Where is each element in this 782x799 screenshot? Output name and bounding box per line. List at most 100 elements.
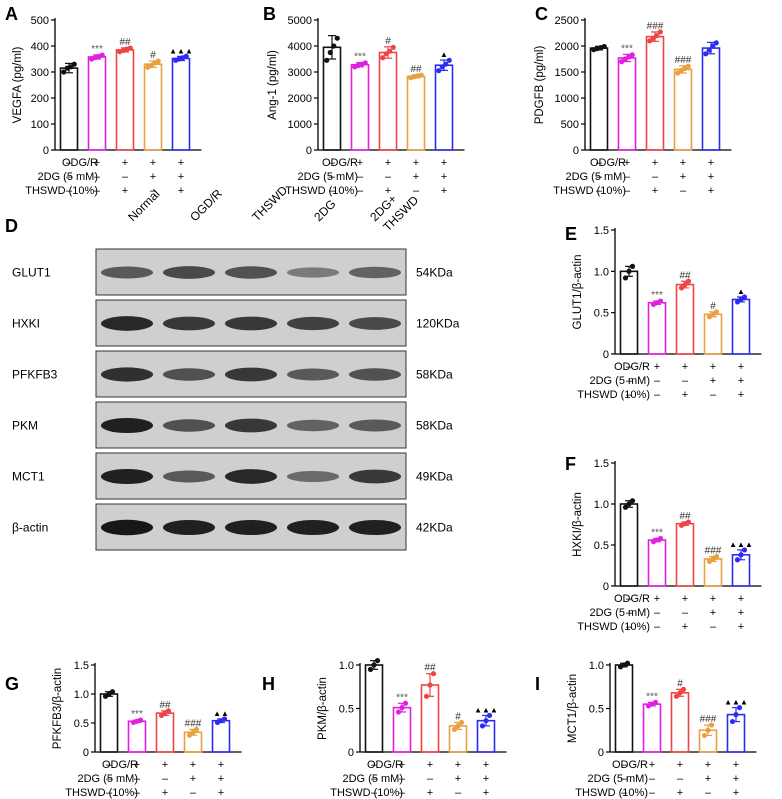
panel-e-point-4-2 xyxy=(741,294,748,300)
panel-c-condition-sign-1-3: + xyxy=(680,171,686,183)
panel-f-condition-sign-2-3: – xyxy=(710,621,717,633)
blot-band-2-2 xyxy=(224,367,278,382)
panel-a-condition-sign-1-3: + xyxy=(150,171,156,183)
panel-g-condition-sign-0-4: + xyxy=(218,759,224,771)
panel-b-y-tick-label-5: 5000 xyxy=(288,15,312,27)
panel-f-bar-0 xyxy=(619,503,639,587)
panel-e-point-2-0 xyxy=(678,285,685,291)
panel-e-bar-1 xyxy=(647,301,667,355)
panel-a-condition-sign-2-0: – xyxy=(66,185,73,197)
panel-g-point-4-2 xyxy=(221,716,228,722)
panel-g-bar-1 xyxy=(127,720,147,753)
blot-size-label-5: 42KDa xyxy=(416,521,453,535)
panel-a-y-tick-label-3: 300 xyxy=(31,67,49,79)
blot-band-3-4 xyxy=(348,419,402,432)
panel-i-y-tick-label-2: 1.0 xyxy=(589,660,604,672)
panel-g-condition-sign-0-3: + xyxy=(190,759,196,771)
panel-c-bar-3 xyxy=(673,68,693,151)
panel-b-y-tick-label-2: 2000 xyxy=(288,93,312,105)
panel-a-bar-1 xyxy=(87,56,107,151)
panel-c-point-4-1 xyxy=(706,47,712,53)
panel-c-annotation-3: ### xyxy=(675,55,692,66)
panel-a-condition-sign-1-0: – xyxy=(66,171,73,183)
panel-e-point-2-2 xyxy=(685,278,692,284)
panel-i-point-1-2 xyxy=(652,699,659,706)
panel-h-condition-label-2: THSWD (10%) xyxy=(330,787,403,799)
panel-b-condition-sign-1-0: – xyxy=(329,171,336,183)
panel-b-letter: B xyxy=(263,4,276,24)
panel-g-bar-0 xyxy=(99,693,119,753)
panel-b-point-2-3 xyxy=(390,44,396,50)
panel-i-annotation-3: ### xyxy=(700,714,717,725)
panel-e-condition-sign-0-0: – xyxy=(626,361,633,373)
blot-lane-label-0: Normal xyxy=(125,187,162,224)
panel-b-point-4-3 xyxy=(446,57,452,63)
blot-band-1-2 xyxy=(224,316,278,331)
panel-g-point-1-2 xyxy=(137,717,144,723)
panel-a-point-2-3 xyxy=(127,45,133,51)
panel-b-point-4-0 xyxy=(436,68,442,74)
panel-c-condition-sign-2-0: – xyxy=(596,185,603,197)
panel-c-y-tick-label-2: 1000 xyxy=(555,93,579,105)
blot-protein-label-4: MCT1 xyxy=(12,470,45,484)
panel-h-point-3-2 xyxy=(458,719,465,726)
panel-a-condition-label-2: THSWD (10%) xyxy=(25,185,98,197)
panel-a-condition-sign-0-4: + xyxy=(178,157,184,169)
blot-size-label-4: 49KDa xyxy=(416,470,453,484)
panel-c-letter: C xyxy=(535,4,548,24)
panel-f-point-4-0 xyxy=(734,557,741,563)
blot-band-0-1 xyxy=(162,266,216,279)
panel-i-condition-sign-1-1: – xyxy=(649,773,656,785)
panel-g-point-2-2 xyxy=(165,708,172,714)
blot-band-5-2 xyxy=(224,519,278,536)
panel-g-annotation-2: ## xyxy=(159,700,171,711)
blot-size-label-3: 58KDa xyxy=(416,419,453,433)
panel-c-bar-1 xyxy=(617,57,637,151)
panel-b-condition-sign-0-3: + xyxy=(413,157,419,169)
panel-b-annotation-2: # xyxy=(385,36,391,47)
panel-g-condition-label-2: THSWD (10%) xyxy=(65,787,138,799)
panel-h-condition-label-0: ODG/R xyxy=(367,759,403,771)
panel-c-y-tick-label-4: 2000 xyxy=(555,41,579,53)
panel-g-annotation-1: *** xyxy=(131,709,143,720)
blot-band-0-0 xyxy=(100,266,154,279)
panel-c-bar-2 xyxy=(645,35,665,151)
panel-h-point-2-0 xyxy=(423,693,430,699)
blot-band-2-3 xyxy=(286,368,340,381)
panel-f-letter: F xyxy=(565,454,576,474)
panel-g-condition-sign-1-4: + xyxy=(218,773,224,785)
panel-e-letter: E xyxy=(565,224,577,244)
blot-lane-label-3: 2DG xyxy=(311,197,338,224)
panel-i-point-0-2 xyxy=(624,660,631,666)
panel-a-condition-sign-1-2: – xyxy=(122,171,129,183)
panel-a-condition-label-1: 2DG (5 mM) xyxy=(38,171,99,183)
panel-h-condition-sign-2-4: + xyxy=(483,787,489,799)
panel-a-condition-sign-1-1: – xyxy=(94,171,101,183)
panel-e-annotation-1: *** xyxy=(651,290,663,301)
panel-a-bar-0 xyxy=(59,67,79,151)
panel-a-condition-sign-2-4: + xyxy=(178,185,184,197)
panel-g-y-tick-label-3: 1.5 xyxy=(74,660,89,672)
panel-b-point-2-0 xyxy=(380,55,386,61)
blot-protein-label-0: GLUT1 xyxy=(12,266,51,280)
panel-i-condition-sign-0-3: + xyxy=(705,759,711,771)
panel-e-point-1-2 xyxy=(657,298,664,304)
panel-g-condition-sign-2-2: + xyxy=(162,787,168,799)
blot-band-0-2 xyxy=(224,266,278,279)
panel-b-point-0-1 xyxy=(327,49,333,56)
blot-protein-label-5: β-actin xyxy=(12,521,48,535)
panel-f-condition-sign-1-1: – xyxy=(654,607,661,619)
panel-c-condition-sign-1-0: – xyxy=(596,171,603,183)
panel-b-condition-sign-1-3: + xyxy=(413,171,419,183)
panel-a-bar-2 xyxy=(115,49,135,151)
panel-i-annotation-1: *** xyxy=(646,691,658,702)
panel-a-y-tick-label-2: 200 xyxy=(31,93,49,105)
panel-h-condition-sign-0-2: + xyxy=(427,759,433,771)
panel-f-point-4-1 xyxy=(738,552,744,558)
panel-c-point-4-3 xyxy=(713,40,719,46)
panel-g-condition-sign-1-0: – xyxy=(106,773,113,785)
panel-i-point-3-0 xyxy=(701,732,708,739)
panel-f-bar-2 xyxy=(675,522,695,587)
panel-i-y-tick-label-1: 0.5 xyxy=(589,704,604,716)
blot-band-5-4 xyxy=(348,519,402,536)
